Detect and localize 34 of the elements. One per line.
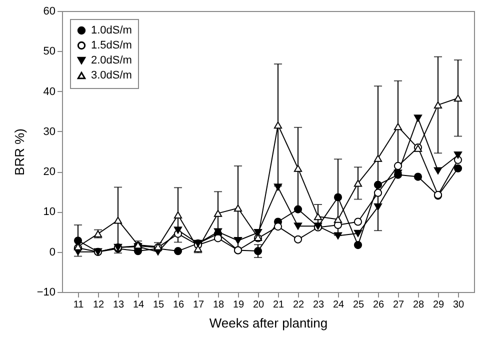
x-tick-label: 18 xyxy=(212,300,224,310)
y-tick-label: 30 xyxy=(43,126,56,138)
x-tick-label: 28 xyxy=(412,300,424,310)
x-tick-label: 20 xyxy=(252,300,264,310)
x-tick-label: 30 xyxy=(452,300,464,310)
x-tick-label: 17 xyxy=(192,300,204,310)
y-tick-label: 0 xyxy=(49,246,56,258)
x-tick-label: 21 xyxy=(272,300,284,310)
x-tick-label: 27 xyxy=(392,300,404,310)
y-tick-label: 60 xyxy=(43,6,56,18)
y-tick-label: 10 xyxy=(43,206,56,218)
x-tick-label: 14 xyxy=(132,300,144,310)
y-tick-label: −10 xyxy=(36,286,56,298)
x-tick-label: 24 xyxy=(332,300,344,310)
legend-label: 1.5dS/m xyxy=(91,40,132,52)
x-tick-label: 12 xyxy=(92,300,104,310)
y-tick-label: 20 xyxy=(43,166,56,178)
x-tick-label: 13 xyxy=(112,300,124,310)
x-tick-label: 19 xyxy=(232,300,244,310)
x-tick-label: 26 xyxy=(372,300,384,310)
x-tick-label: 23 xyxy=(312,300,324,310)
y-tick-label: 50 xyxy=(43,46,56,58)
y-tick-label: 40 xyxy=(43,86,56,98)
x-tick-label: 15 xyxy=(152,300,164,310)
x-axis-title: Weeks after planting xyxy=(209,316,328,330)
x-tick-label: 25 xyxy=(352,300,364,310)
legend-label: 1.0dS/m xyxy=(91,24,132,36)
y-axis-title: BRR %) xyxy=(12,128,27,176)
x-tick-label: 16 xyxy=(172,300,184,310)
x-tick-label: 29 xyxy=(432,300,444,310)
x-tick-label: 22 xyxy=(292,300,304,310)
legend-label: 2.0dS/m xyxy=(91,54,132,66)
x-tick-label: 11 xyxy=(73,300,84,310)
legend-label: 3.0dS/m xyxy=(91,70,132,82)
